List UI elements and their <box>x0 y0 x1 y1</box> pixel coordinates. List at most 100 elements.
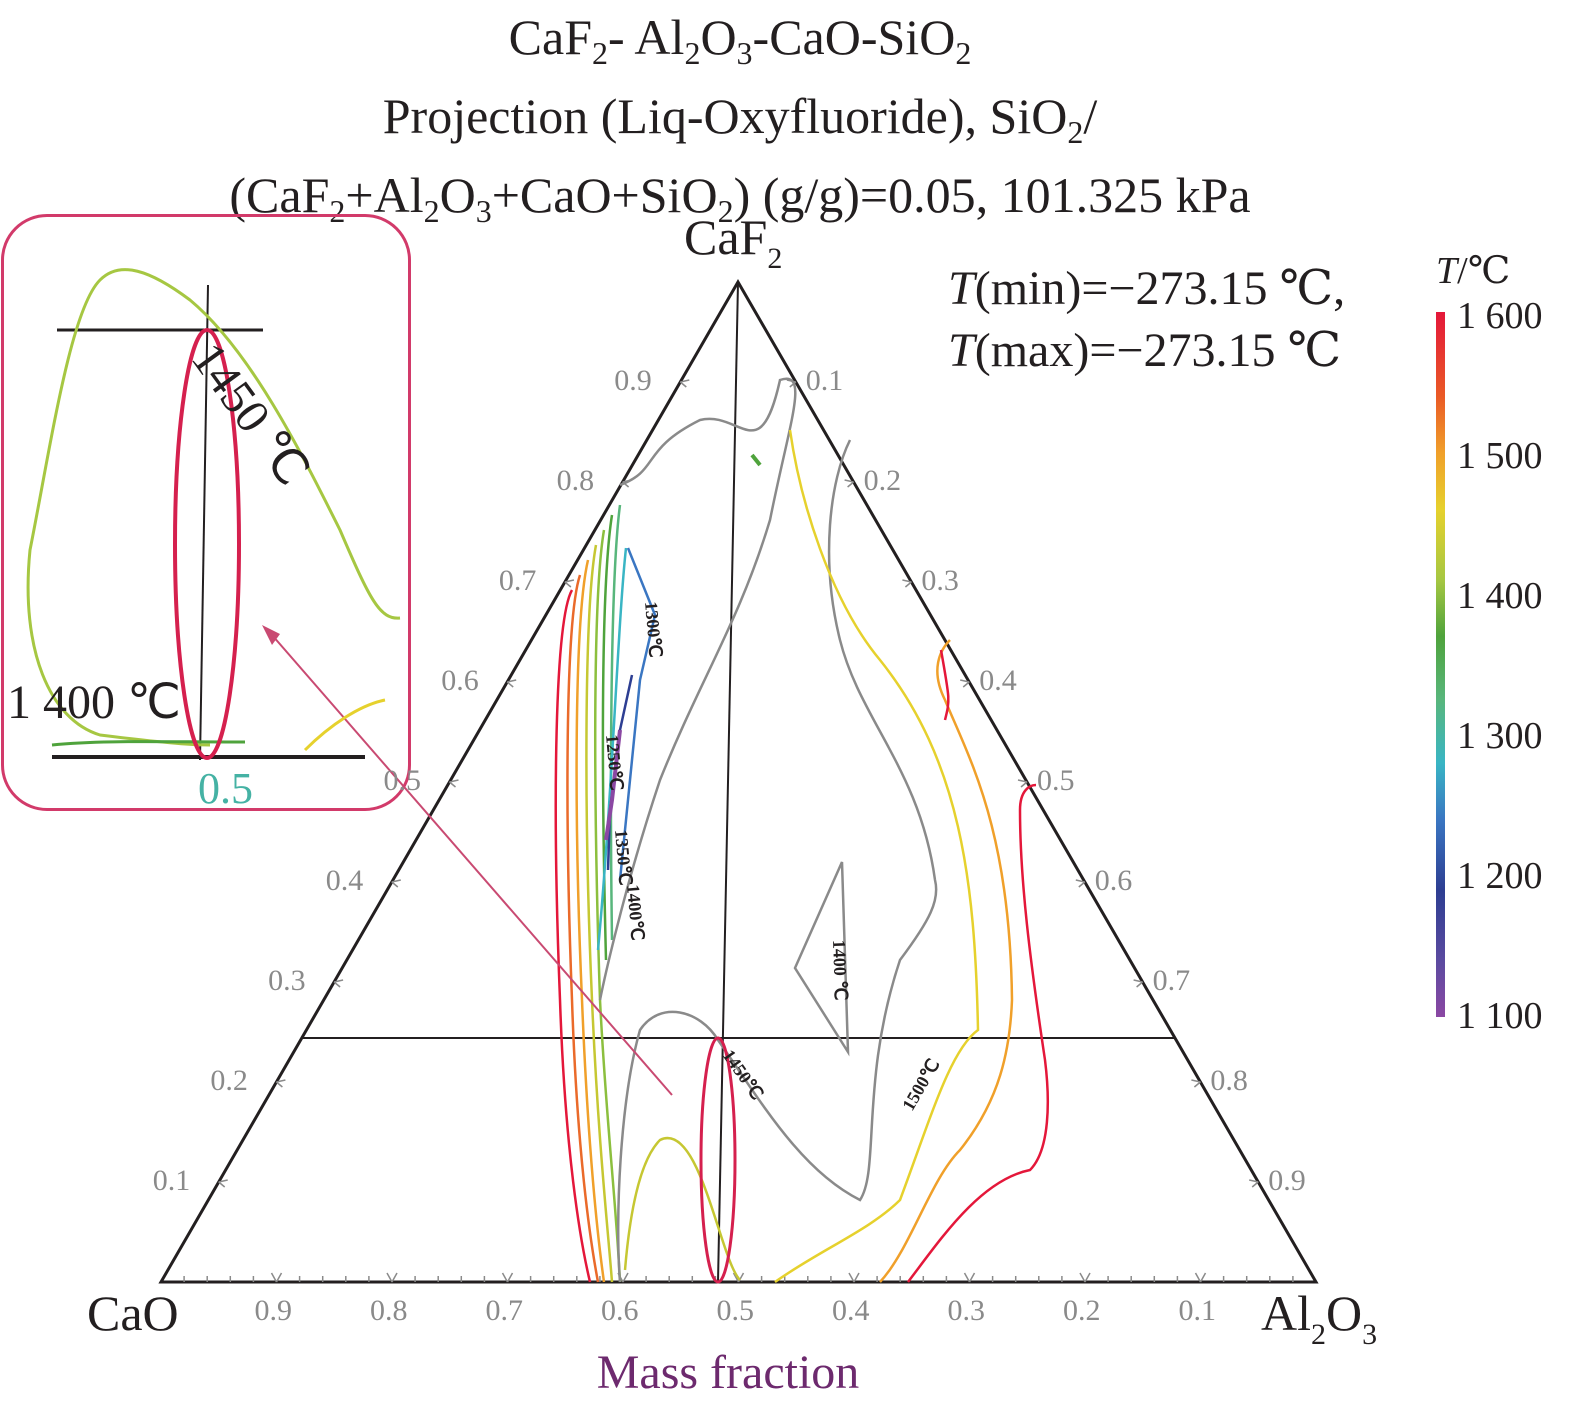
tick-label-bottom-0.4: 0.4 <box>832 1294 870 1327</box>
tmin-text: T(min)=−273.15 ℃, <box>948 262 1346 315</box>
tick-mark-bottom-0.1-a <box>1199 1272 1207 1283</box>
diagram-title: CaF2- Al2O3-CaO-SiO2 Projection (Liq-Oxy… <box>0 6 1480 243</box>
tick-label-left-0.8: 0.8 <box>557 464 595 497</box>
contour-gray-upper <box>598 377 797 1001</box>
contour-1500-right <box>774 429 980 1284</box>
tick-mark-bottom-0.2-a <box>1084 1272 1091 1283</box>
contour-1600-right <box>907 783 1049 1283</box>
colorbar-tick-1200: 1 200 <box>1457 855 1543 897</box>
contour-1250 <box>618 547 657 881</box>
inset-zoom-frame <box>1 214 411 811</box>
contour-1550-right <box>879 639 1014 1283</box>
contour-label-1500: 1500℃ <box>898 1055 943 1114</box>
tick-mark-left-0.9-0 <box>679 381 687 388</box>
colorbar-tick-1300: 1 300 <box>1457 715 1543 757</box>
contour-1350-left <box>601 514 614 961</box>
axis-label-mass-fraction: Mass fraction <box>597 1346 860 1399</box>
tick-label-left-0.6: 0.6 <box>441 664 479 697</box>
tick-label-left-0.3: 0.3 <box>268 964 306 997</box>
contour-1600-right-top <box>939 649 950 721</box>
contour-label-1300: 1300℃ <box>641 601 666 659</box>
corner-label-al2o3: Al2O3 <box>1261 1285 1377 1351</box>
contour-1600-left <box>554 589 592 1283</box>
corner-label-caf2: CaF2 <box>684 209 782 275</box>
ternary-triangle <box>158 279 1319 1284</box>
contour-label-1400-right: 1400 ℃ <box>829 939 851 1000</box>
tick-mark-bottom-0.8-b <box>386 1272 393 1283</box>
inset-yellow-contour <box>303 698 386 752</box>
tick-mark-left-0.2-1 <box>276 1079 286 1083</box>
contour-1550-left <box>566 574 600 1283</box>
contour-1300-left <box>609 504 622 941</box>
tick-mark-right-0.6-0 <box>1078 881 1086 888</box>
tick-mark-right-0.7-1 <box>1133 979 1143 983</box>
contour-label-1350: 1350℃ <box>611 829 636 887</box>
tick-label-left-0.9: 0.9 <box>614 364 652 397</box>
tmax-text: T(max)=−273.15 ℃ <box>948 324 1342 377</box>
tick-mark-left-0.5-1 <box>449 779 459 783</box>
inset-label-1400: 1 400 ℃ <box>7 676 181 729</box>
contour-label-1400-left: 1400℃ <box>623 884 648 942</box>
tick-mark-left-0.1-0 <box>218 1181 226 1188</box>
tick-mark-right-0.6-1 <box>1075 879 1085 883</box>
tick-label-bottom-0.6: 0.6 <box>601 1294 639 1327</box>
tick-label-right-0.2: 0.2 <box>864 464 902 497</box>
contour-1300-inner <box>596 547 628 951</box>
tick-label-bottom-0.1: 0.1 <box>1179 1294 1217 1327</box>
contour-1400-left <box>593 529 622 1283</box>
tick-mark-left-0.7-0 <box>564 581 572 588</box>
colorbar-tick-1500: 1 500 <box>1457 435 1543 477</box>
contour-gray-lower <box>616 439 938 1283</box>
tick-mark-right-0.4-1 <box>960 679 970 683</box>
contour-1150 <box>604 729 622 841</box>
tick-mark-bottom-0.4-b <box>848 1272 855 1283</box>
tick-mark-right-0.5-0 <box>1020 781 1028 788</box>
colorbar-tick-1600: 1 600 <box>1457 295 1543 337</box>
tick-mark-left-0.1-1 <box>218 1179 228 1183</box>
tick-mark-right-0.9-0 <box>1251 1181 1259 1188</box>
contour-label-1450: 1450℃ <box>719 1046 768 1104</box>
tick-label-bottom-0.8: 0.8 <box>370 1294 408 1327</box>
tick-mark-right-0.7-0 <box>1136 981 1144 988</box>
tick-mark-right-0.3-1 <box>902 579 912 583</box>
colorbar <box>1436 312 1445 1017</box>
tick-mark-left-0.2-0 <box>275 1081 283 1088</box>
tick-label-bottom-0.9: 0.9 <box>255 1294 293 1327</box>
colorbar-title: T/℃ <box>1436 250 1511 292</box>
central-ellipse <box>699 1036 737 1284</box>
corner-label-cao: CaO <box>87 1285 179 1341</box>
tick-marks <box>183 379 1294 1283</box>
tick-mark-bottom-0.2-b <box>1079 1272 1086 1283</box>
contour-1450-left <box>585 544 614 1283</box>
contour-green-stub <box>750 453 762 467</box>
title-line-2: Projection (Liq-Oxyfluoride), SiO2/ <box>382 88 1098 150</box>
tick-mark-left-0.5-0 <box>449 781 456 788</box>
tick-label-right-0.5: 0.5 <box>1037 764 1075 797</box>
inset-label-1450: 1450 ℃ <box>181 333 319 495</box>
tick-mark-bottom-0.4-a <box>853 1272 860 1283</box>
zoom-arrow <box>271 634 673 1096</box>
tick-mark-right-0.9-1 <box>1249 1179 1259 1183</box>
tick-label-right-0.3: 0.3 <box>921 564 959 597</box>
tick-mark-bottom-0.6-a <box>622 1272 629 1283</box>
tick-label-bottom-0.7: 0.7 <box>486 1294 524 1327</box>
inset-green-contour <box>51 740 246 747</box>
colorbar-tick-1400: 1 400 <box>1457 575 1543 617</box>
tick-mark-bottom-0.7-a <box>506 1272 514 1283</box>
tick-mark-right-0.4-0 <box>962 681 970 688</box>
isopleth-line <box>717 281 739 1283</box>
contour-label-1250: 1250℃ <box>602 734 627 792</box>
tick-mark-right-0.3-0 <box>904 581 912 588</box>
tick-mark-bottom-0.3-a <box>968 1272 976 1283</box>
title-line-3: (CaF2+Al2O3+CaO+SiO2) (g/g)=0.05, 101.32… <box>229 167 1251 229</box>
tick-label-bottom-0.5: 0.5 <box>717 1294 755 1327</box>
tick-label-bottom-0.2: 0.2 <box>1063 1294 1101 1327</box>
colorbar-tick-1100: 1 100 <box>1457 995 1543 1037</box>
tick-mark-left-0.7-1 <box>564 579 575 583</box>
contour-1400-triangle <box>793 861 850 1057</box>
tick-mark-left-0.6-0 <box>506 681 514 688</box>
tick-label-right-0.4: 0.4 <box>979 664 1017 697</box>
contour-lines <box>554 377 1049 1284</box>
tick-mark-left-0.3-0 <box>333 981 341 988</box>
